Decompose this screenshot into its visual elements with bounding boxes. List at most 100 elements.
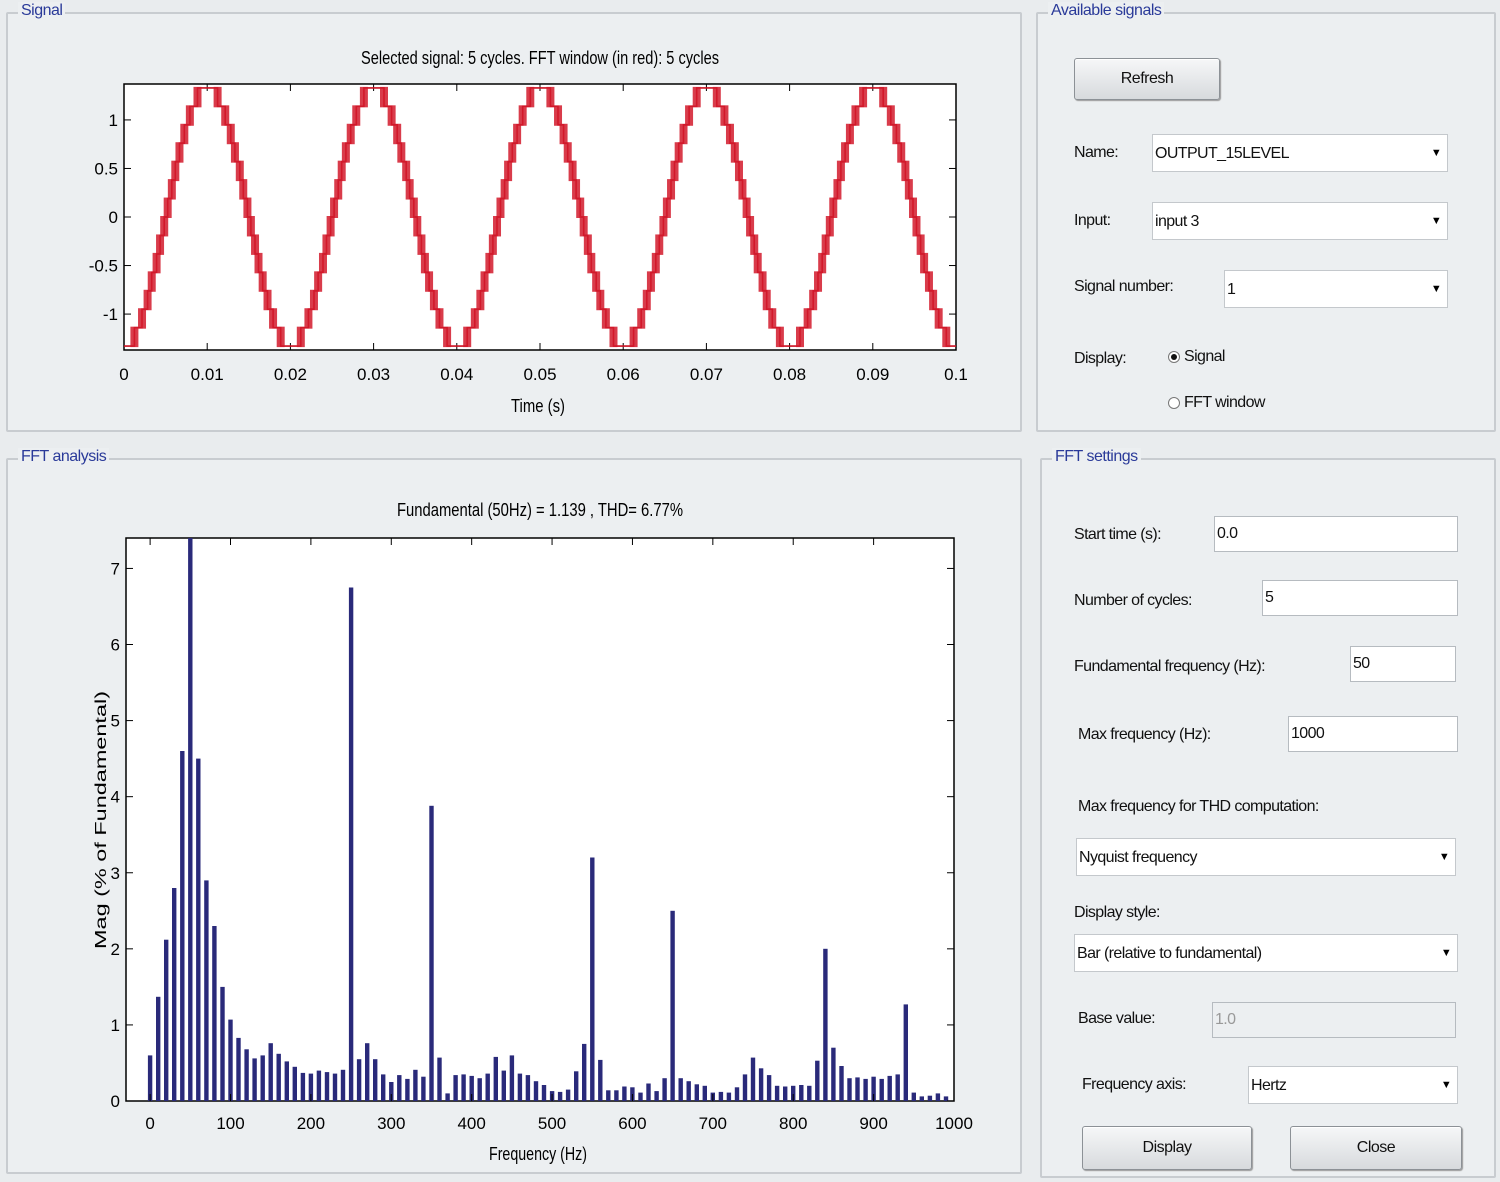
signal-step-marker [243, 197, 252, 218]
signal-step-marker [750, 234, 759, 255]
max-frequency-input[interactable]: 1000 [1288, 716, 1458, 752]
signal-step-marker [920, 252, 929, 274]
fft-bar [228, 1019, 233, 1101]
chevron-down-icon: ▼ [1430, 215, 1442, 227]
signal-step-marker [143, 289, 152, 311]
name-select[interactable]: OUTPUT_15LEVEL ▼ [1152, 134, 1448, 172]
fft-bar [147, 1055, 153, 1101]
fft-bar [204, 880, 209, 1101]
signal-step-marker [712, 86, 721, 108]
fft-bar [903, 1004, 908, 1101]
signal-step-marker [463, 326, 472, 348]
fft-x-tick-label: 400 [457, 1114, 485, 1133]
signal-x-tick-label: 0.03 [357, 365, 390, 384]
fft-bar [477, 1078, 482, 1101]
signal-step-marker [425, 271, 434, 292]
signal-x-tick-label: 0.07 [690, 365, 723, 384]
start-time-input[interactable]: 0.0 [1214, 516, 1458, 552]
fft-bar [598, 1059, 603, 1101]
fft-bar [871, 1076, 876, 1101]
signal-step-marker [488, 234, 497, 255]
signal-step-marker [504, 160, 513, 182]
signal-plot-title: Selected signal: 5 cycles. FFT window (i… [361, 48, 719, 68]
signal-step-marker [730, 142, 739, 163]
signal-step-marker [318, 252, 327, 274]
input-select[interactable]: input 3 ▼ [1152, 202, 1448, 240]
signal-step-marker [230, 142, 239, 163]
signal-y-tick-label: 0.5 [94, 159, 118, 178]
fft-bar [405, 1078, 410, 1101]
display-signal-radio[interactable]: Signal [1168, 348, 1225, 366]
signal-step-marker [814, 271, 823, 292]
signal-step-marker [417, 234, 426, 255]
signal-step-marker [909, 197, 918, 218]
number-of-cycles-input[interactable]: 5 [1262, 580, 1458, 616]
signal-step-marker [758, 271, 767, 292]
fft-bar [517, 1073, 523, 1101]
signal-x-tick-label: 0.05 [523, 365, 556, 384]
signal-step-marker [435, 308, 444, 329]
fft-bar [791, 1085, 796, 1101]
fft-x-tick-label: 100 [216, 1114, 244, 1133]
signal-step-marker [916, 234, 925, 255]
signal-step-marker [674, 142, 683, 163]
fft-bar [574, 1071, 579, 1101]
fft-bar [389, 1082, 394, 1101]
fft-bar [750, 1057, 756, 1101]
signal-step-marker [579, 216, 588, 237]
signal-step-marker [413, 216, 422, 237]
fft-bar [815, 1060, 820, 1101]
display-label: Display: [1074, 350, 1127, 367]
signal-x-tick-label: 0.06 [607, 365, 640, 384]
fft-axes-box [125, 537, 955, 1102]
max-frequency-label: Max frequency (Hz): [1078, 726, 1211, 743]
signal-step-marker [901, 160, 910, 182]
fft-y-tick-label: 4 [111, 788, 120, 807]
fft-bar [469, 1075, 474, 1101]
fft-bar [156, 996, 161, 1101]
signal-step-marker [513, 123, 522, 145]
fft-bar [807, 1085, 812, 1101]
fft-bar [799, 1085, 804, 1101]
fundamental-frequency-input[interactable]: 50 [1350, 646, 1456, 682]
signal-step-marker [829, 197, 838, 218]
signal-step-marker [269, 308, 278, 329]
fft-bar [718, 1091, 724, 1101]
signal-step-marker [841, 142, 850, 163]
signal-step-marker [409, 197, 418, 218]
fft-bar [236, 1037, 241, 1101]
signal-step-marker [859, 86, 868, 108]
signal-step-marker [193, 86, 202, 108]
signal-step-marker [493, 216, 502, 237]
close-button[interactable]: Close [1290, 1126, 1462, 1170]
fft-settings-panel: FFT settings Start time (s): 0.0 Number … [1040, 448, 1496, 1178]
signal-y-tick-label: -1 [103, 305, 118, 324]
fft-x-tick-label: 700 [699, 1114, 727, 1133]
signal-step-marker [508, 142, 517, 163]
fft-x-tick-label: 200 [297, 1114, 325, 1133]
display-style-select[interactable]: Bar (relative to fundamental) ▼ [1074, 934, 1458, 972]
fft-bar [911, 1092, 916, 1101]
display-button[interactable]: Display [1082, 1126, 1252, 1170]
chevron-down-icon: ▼ [1430, 283, 1442, 295]
signal-step-marker [246, 216, 255, 237]
refresh-button[interactable]: Refresh [1074, 58, 1220, 100]
signal-step-marker [742, 197, 751, 218]
signal-step-marker [496, 197, 505, 218]
fft-bar [260, 1055, 265, 1101]
fft-bar [935, 1093, 941, 1101]
signal-step-marker [251, 234, 260, 255]
frequency-axis-select[interactable]: Hertz ▼ [1248, 1066, 1458, 1104]
fft-bar [823, 948, 828, 1101]
signal-number-select[interactable]: 1 ▼ [1224, 270, 1448, 308]
fft-bar [284, 1061, 289, 1101]
fft-bar [276, 1053, 281, 1101]
signal-step-marker [397, 142, 406, 163]
display-fft-window-radio[interactable]: FFT window [1168, 394, 1265, 412]
signal-step-marker [500, 179, 509, 200]
signal-step-marker [833, 179, 842, 200]
signal-step-marker [753, 252, 762, 274]
thd-max-frequency-select[interactable]: Nyquist frequency ▼ [1076, 838, 1456, 876]
signal-step-marker [904, 179, 913, 200]
fft-bar [887, 1075, 892, 1101]
